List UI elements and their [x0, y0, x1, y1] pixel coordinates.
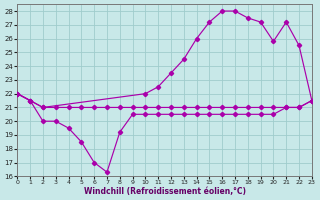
X-axis label: Windchill (Refroidissement éolien,°C): Windchill (Refroidissement éolien,°C)	[84, 187, 245, 196]
